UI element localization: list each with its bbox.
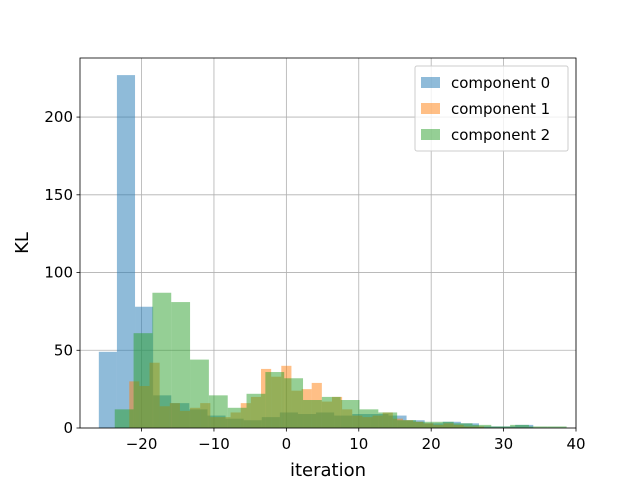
histogram-bar <box>321 396 341 428</box>
histogram-bar <box>434 421 454 428</box>
y-tick-label: 150 <box>44 186 73 204</box>
histogram-bar <box>453 423 473 428</box>
histogram-bar <box>208 395 228 428</box>
x-tick-label: 0 <box>282 435 292 453</box>
x-tick-label: 40 <box>566 435 585 453</box>
y-tick-label: 50 <box>54 341 73 359</box>
legend: component 0 component 1 component 2 <box>414 65 569 152</box>
legend-swatch <box>421 103 440 114</box>
histogram-bar <box>116 75 136 429</box>
histogram-bar <box>265 372 285 428</box>
histogram-bar <box>190 359 209 428</box>
x-tick-label: 30 <box>494 435 513 453</box>
y-tick-label: 100 <box>44 264 73 282</box>
legend-entry-label: component 1 <box>451 100 550 118</box>
series-2-bars <box>114 292 567 428</box>
histogram-bar <box>303 400 322 428</box>
histogram-bar <box>171 302 191 428</box>
histogram-bar <box>528 426 548 428</box>
histogram-bars <box>98 75 567 429</box>
x-tick-label: 10 <box>349 435 368 453</box>
histogram-bar <box>472 424 492 428</box>
histogram-bar <box>246 393 266 428</box>
y-tick-label: 200 <box>44 108 73 126</box>
legend-swatch <box>421 129 440 140</box>
histogram-bar <box>114 409 134 428</box>
histogram-bar <box>415 421 435 428</box>
y-axis-title: KL <box>12 232 33 254</box>
histogram-bar <box>547 426 567 428</box>
legend-entry-label: component 2 <box>451 126 550 144</box>
legend-swatch <box>421 77 440 88</box>
x-tick-label: −20 <box>126 435 158 453</box>
histogram-bar <box>397 420 416 428</box>
axis-ticks: −20 −10 0 10 20 30 40 0 50 100 150 200 <box>44 108 585 453</box>
legend-entry-label: component 0 <box>451 74 550 92</box>
y-tick-label: 0 <box>63 419 73 437</box>
histogram-bar <box>284 378 304 428</box>
histogram-bar <box>378 412 398 428</box>
histogram-bar <box>133 333 153 428</box>
histogram-bar <box>98 351 117 428</box>
x-tick-label: −10 <box>198 435 230 453</box>
histogram-bar <box>227 407 247 428</box>
histogram-bar <box>510 424 529 428</box>
histogram-bar <box>152 292 172 428</box>
x-axis-title: iteration <box>290 460 366 480</box>
histogram-bar <box>491 426 511 428</box>
x-tick-label: 20 <box>422 435 441 453</box>
histogram-bar <box>340 400 360 428</box>
plot-frame <box>79 57 577 429</box>
legend-box <box>414 65 569 152</box>
histogram-bar <box>359 409 379 428</box>
